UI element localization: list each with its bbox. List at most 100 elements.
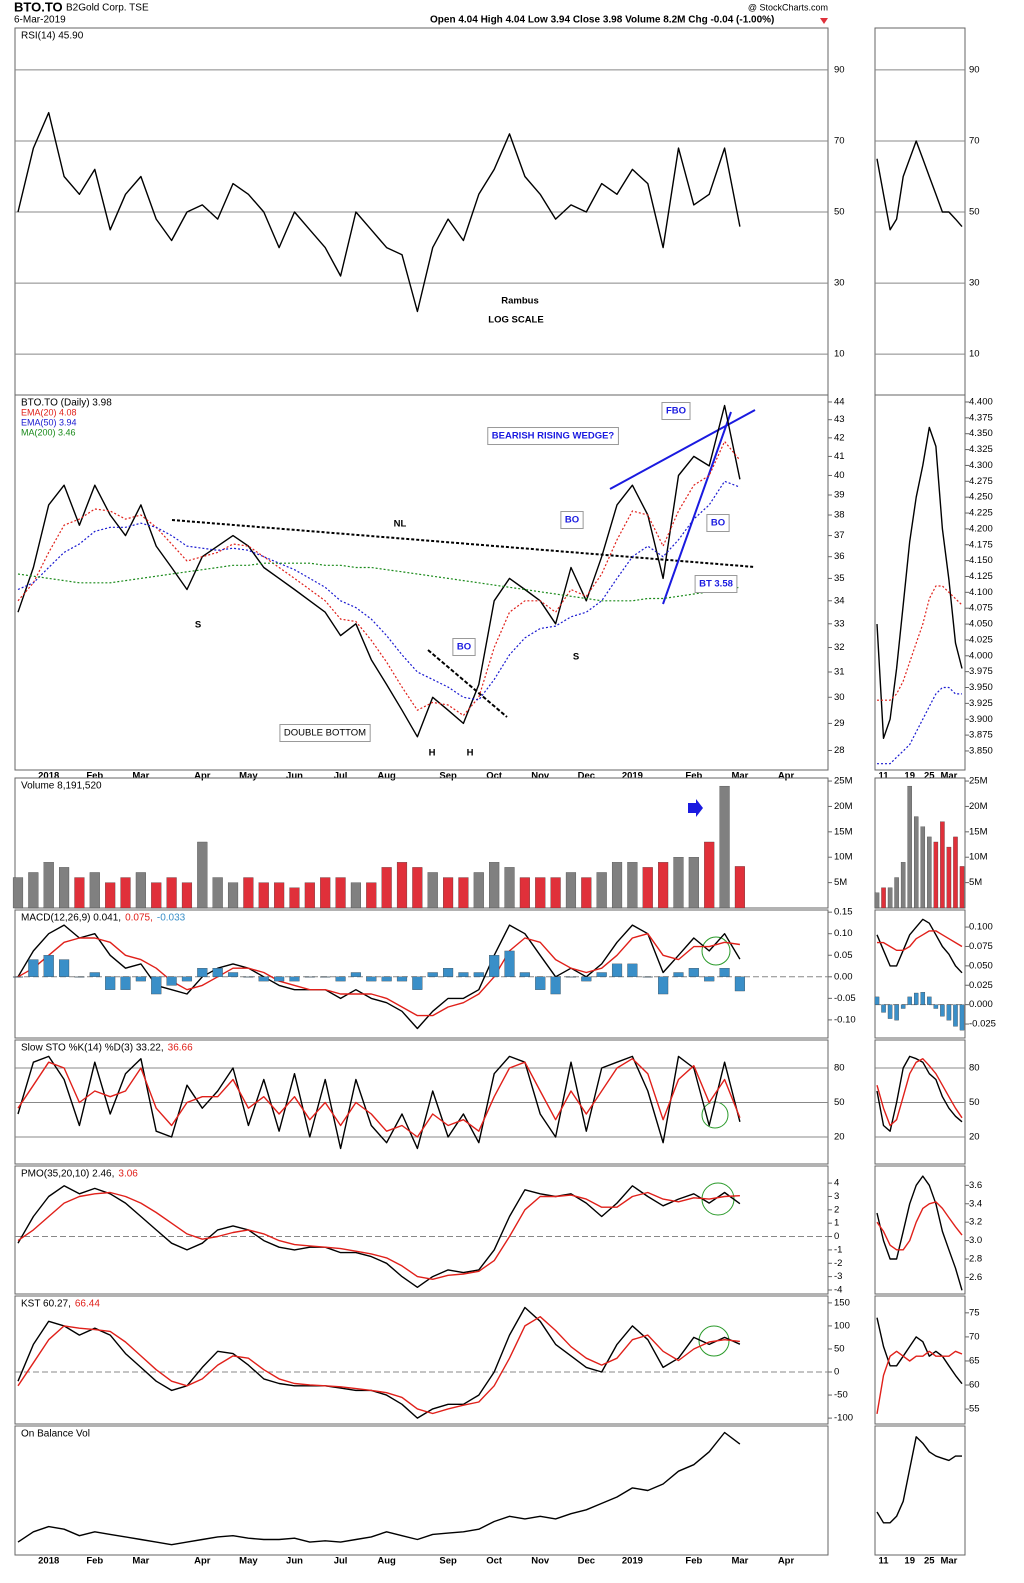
- y-tick-label: 15M: [969, 826, 988, 837]
- y-tick-label: -100: [834, 1413, 853, 1424]
- bar: [396, 976, 408, 982]
- y-tick-label: 50: [969, 207, 980, 218]
- y-tick-label: 0.10: [834, 928, 853, 939]
- bar: [688, 968, 699, 977]
- series-line: [876, 1058, 963, 1127]
- y-tick-label: 4.200: [969, 523, 993, 534]
- x-tick-label: 2018: [38, 771, 59, 782]
- y-tick-label: 30: [834, 278, 845, 289]
- annotation: S: [573, 652, 579, 663]
- x-tick-label: Mar: [940, 1556, 957, 1567]
- x-tick-label: Nov: [531, 1556, 550, 1567]
- y-tick-label: 70: [969, 135, 980, 146]
- bar: [933, 841, 939, 909]
- y-tick-label: 35: [834, 573, 845, 584]
- bar: [704, 841, 715, 909]
- bar: [894, 877, 899, 909]
- quote: Open 4.04 High 4.04 Low 3.94 Close 3.98 …: [430, 15, 774, 26]
- y-tick-label: 90: [969, 64, 980, 75]
- annotation-box: [452, 638, 476, 657]
- y-tick-label: 31: [834, 667, 845, 678]
- y-tick-label: 38: [834, 510, 845, 521]
- y-tick-label: 3.2: [969, 1217, 982, 1228]
- bar: [427, 972, 438, 977]
- legend-entry: 36.66: [168, 1043, 193, 1054]
- x-tick-label: Mar: [731, 771, 748, 782]
- panel-title: BTO.TO (Daily) 3.98: [21, 398, 112, 409]
- bar: [688, 857, 699, 909]
- y-tick-label: 4.375: [969, 412, 993, 423]
- y-tick-label: 2.6: [969, 1272, 982, 1283]
- series-line: [876, 1175, 963, 1291]
- x-tick-label: Apr: [778, 1556, 795, 1567]
- series-line: [876, 140, 963, 231]
- panel-frame: [874, 1295, 966, 1425]
- annotation: FBO: [666, 406, 686, 417]
- bar: [913, 992, 919, 1005]
- bar: [673, 857, 684, 909]
- y-tick-label: 3.6: [969, 1180, 982, 1191]
- y-tick-label: -4: [834, 1285, 842, 1296]
- y-tick-label: 43: [834, 414, 845, 425]
- bar: [611, 963, 623, 977]
- y-tick-label: 3.950: [969, 682, 993, 693]
- bar: [642, 976, 653, 978]
- bar: [412, 867, 423, 909]
- legend-entry: KST 60.27,: [21, 1299, 71, 1310]
- bar: [350, 972, 361, 977]
- y-tick-label: 44: [834, 396, 845, 407]
- bar: [412, 976, 423, 990]
- series-line: [17, 111, 741, 313]
- series-line: [17, 562, 740, 602]
- bar: [673, 972, 684, 977]
- bar: [151, 976, 162, 995]
- legend-entry: MA(200) 3.46: [21, 427, 76, 437]
- bar: [535, 976, 546, 990]
- annotation-box: [694, 575, 738, 594]
- series-line: [17, 440, 741, 717]
- bar: [881, 1004, 886, 1013]
- bar: [473, 872, 484, 909]
- bar: [289, 887, 300, 909]
- y-tick-label: 3.875: [969, 730, 993, 741]
- bar: [894, 1004, 899, 1021]
- series-line: [17, 1055, 741, 1150]
- series-line: [17, 924, 741, 1030]
- bar: [366, 882, 377, 909]
- bar: [907, 996, 912, 1005]
- downtrend-line: [427, 649, 508, 718]
- x-tick-label: May: [239, 771, 258, 782]
- volume-arrow: [688, 799, 703, 817]
- legend-entry: EMA(50) 3.94: [21, 417, 77, 427]
- panel-frame: [874, 394, 966, 771]
- bar: [959, 866, 965, 909]
- y-tick-label: 42: [834, 432, 845, 443]
- bar: [953, 1004, 958, 1027]
- y-tick-label: 20: [834, 1131, 845, 1142]
- x-tick-label: 19: [904, 771, 915, 782]
- highlight-circle: [701, 936, 731, 966]
- x-tick-label: 2018: [38, 1556, 59, 1567]
- y-tick-label: 41: [834, 451, 845, 462]
- panel-title: Volume 8,191,520: [21, 781, 102, 792]
- bar: [734, 866, 745, 909]
- y-tick-label: 25M: [834, 776, 853, 787]
- y-tick-label: 20M: [834, 801, 853, 812]
- y-tick-label: 4.050: [969, 619, 993, 630]
- x-tick-label: 25: [924, 1556, 935, 1567]
- bar: [907, 785, 912, 909]
- x-tick-label: 11: [879, 771, 890, 782]
- y-tick-label: 32: [834, 642, 845, 653]
- series-line: [17, 1058, 741, 1138]
- y-tick-label: 0.15: [834, 907, 853, 918]
- y-tick-label: 2: [834, 1204, 839, 1215]
- annotation: Rambus: [501, 296, 538, 307]
- panel-frame: [874, 777, 966, 909]
- bar: [289, 976, 300, 982]
- y-tick-label: 36: [834, 551, 845, 562]
- x-tick-label: Sep: [439, 1556, 457, 1567]
- panel-title: RSI(14) 45.90: [21, 31, 84, 42]
- panel-frame: [874, 1165, 966, 1295]
- bar: [28, 959, 39, 977]
- y-tick-label: 3.0: [969, 1235, 982, 1246]
